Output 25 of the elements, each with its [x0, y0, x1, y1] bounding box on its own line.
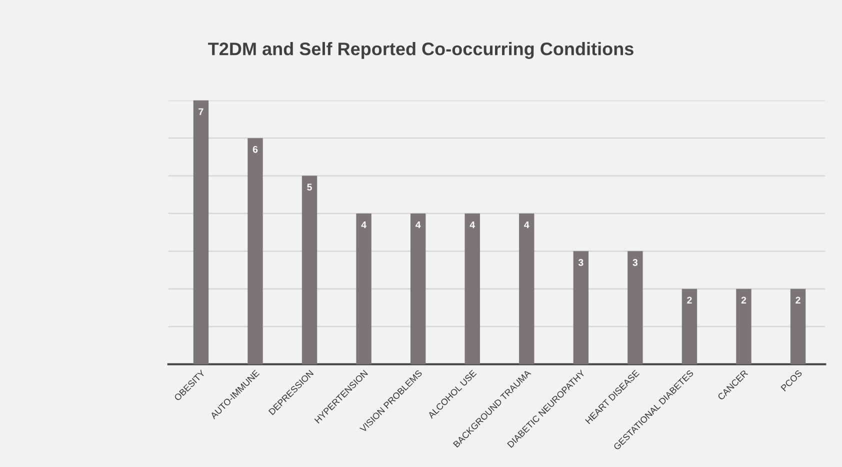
data-label: 4 [361, 221, 366, 228]
data-label: 3 [578, 259, 584, 266]
data-label: 4 [524, 221, 530, 228]
data-label: 5 [307, 184, 312, 191]
bar [519, 213, 534, 364]
bar [736, 288, 752, 364]
bar [464, 213, 480, 364]
bar [410, 213, 426, 364]
data-label: 7 [198, 108, 204, 116]
data-label: 2 [796, 296, 800, 304]
bar [356, 213, 372, 364]
data-label: 6 [252, 146, 258, 153]
data-label: 3 [632, 259, 638, 266]
data-label: 2 [687, 296, 692, 304]
chart-title: T2DM and Self Reported Co-occurring Conditions [208, 42, 634, 59]
bar [790, 288, 806, 364]
data-label: 2 [741, 296, 746, 304]
bar [302, 176, 318, 364]
bar [248, 138, 263, 364]
bar [682, 288, 698, 364]
data-label: 4 [470, 221, 476, 228]
bar [193, 100, 209, 364]
data-label: 4 [416, 221, 421, 228]
bar [628, 251, 643, 364]
bar [573, 251, 589, 364]
